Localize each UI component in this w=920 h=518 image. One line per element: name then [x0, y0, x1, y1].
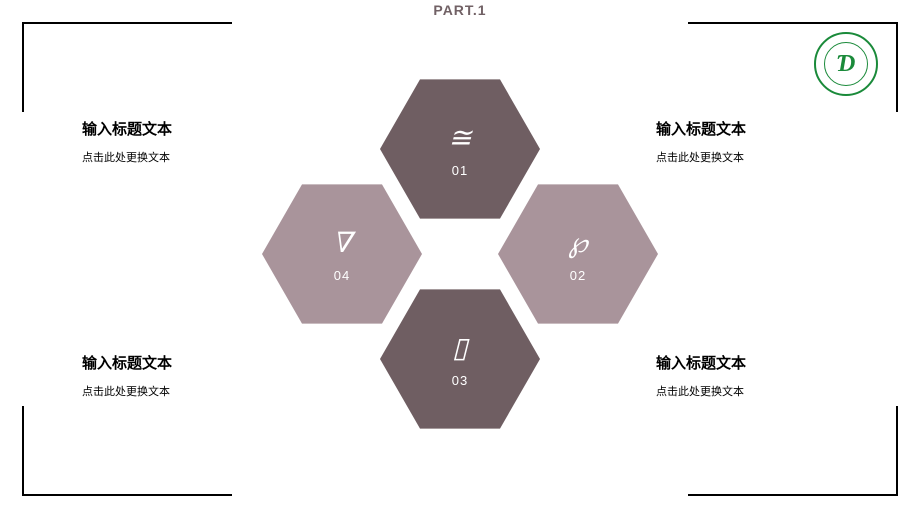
- hex-num-03: 03: [452, 373, 468, 388]
- hex-icon-01: ≅: [448, 121, 471, 155]
- frame-corner: [22, 22, 232, 24]
- hex-icon-03: ▯: [452, 331, 467, 365]
- hex-num-01: 01: [452, 163, 468, 178]
- hex-icon-04: ∇: [332, 226, 352, 260]
- frame-corner: [896, 406, 898, 496]
- text-block-bl: 输入标题文本 点击此处更换文本: [82, 352, 172, 399]
- title-tl: 输入标题文本: [82, 118, 172, 139]
- frame-corner: [688, 22, 898, 24]
- hex-num-04: 04: [334, 268, 350, 283]
- sub-tl: 点击此处更换文本: [82, 149, 172, 165]
- part-label: PART.1: [433, 2, 486, 18]
- title-bl: 输入标题文本: [82, 352, 172, 373]
- logo-mark-icon: Ɗ: [837, 51, 856, 78]
- hexagon-cluster: ≅ 01 ℘ 02 ▯ 03 ∇ 04: [250, 79, 670, 439]
- hex-icon-02: ℘: [568, 226, 588, 260]
- university-logo: Ɗ: [814, 32, 878, 96]
- frame-corner: [22, 22, 24, 112]
- text-block-tl: 输入标题文本 点击此处更换文本: [82, 118, 172, 165]
- frame-corner: [22, 494, 232, 496]
- hex-04: ∇ 04: [262, 184, 422, 324]
- frame-corner: [896, 22, 898, 112]
- frame-corner: [688, 494, 898, 496]
- sub-bl: 点击此处更换文本: [82, 383, 172, 399]
- frame-corner: [22, 406, 24, 496]
- hex-num-02: 02: [570, 268, 586, 283]
